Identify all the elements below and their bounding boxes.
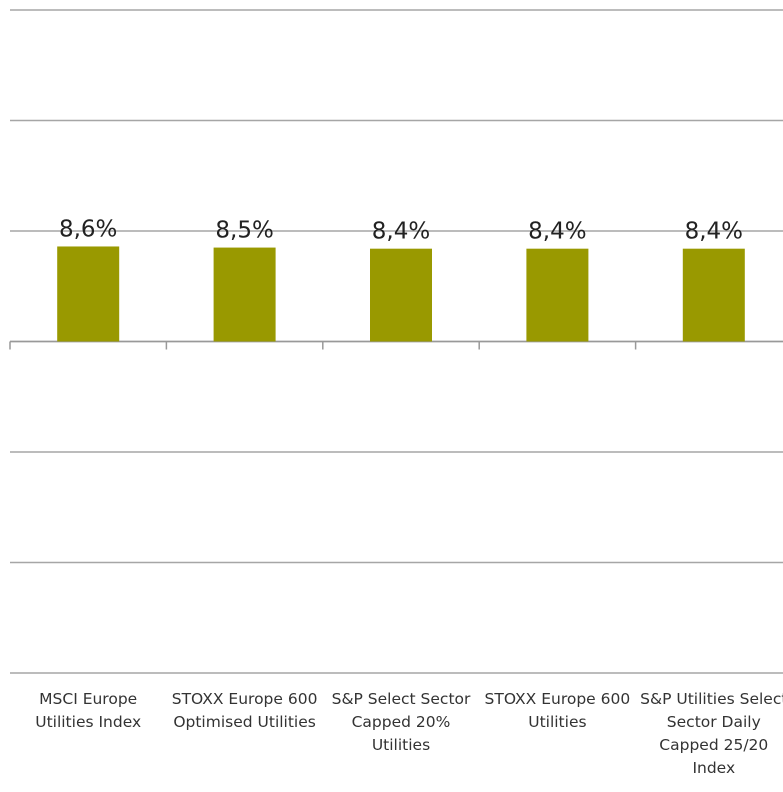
- bar: [213, 247, 276, 342]
- value-label: 8,4%: [528, 219, 586, 245]
- value-label: 8,5%: [215, 218, 273, 244]
- x-tick-label: STOXX Europe 600 Optimised Utilities: [171, 690, 318, 731]
- x-tick-label: S&P Utilities Select Sector Daily Capped…: [640, 690, 783, 777]
- bar: [370, 248, 432, 342]
- bar: [57, 246, 120, 342]
- value-label: 8,6%: [59, 216, 117, 242]
- x-tick-label: STOXX Europe 600 Utilities: [484, 690, 631, 731]
- bar: [682, 248, 745, 342]
- value-label: 8,4%: [685, 219, 743, 245]
- x-tick-label: S&P Select Sector Capped 20% Utilities: [331, 690, 471, 754]
- value-label: 8,4%: [372, 219, 430, 245]
- bar: [526, 248, 589, 342]
- x-tick-label: MSCI Europe Utilities Index: [35, 690, 142, 731]
